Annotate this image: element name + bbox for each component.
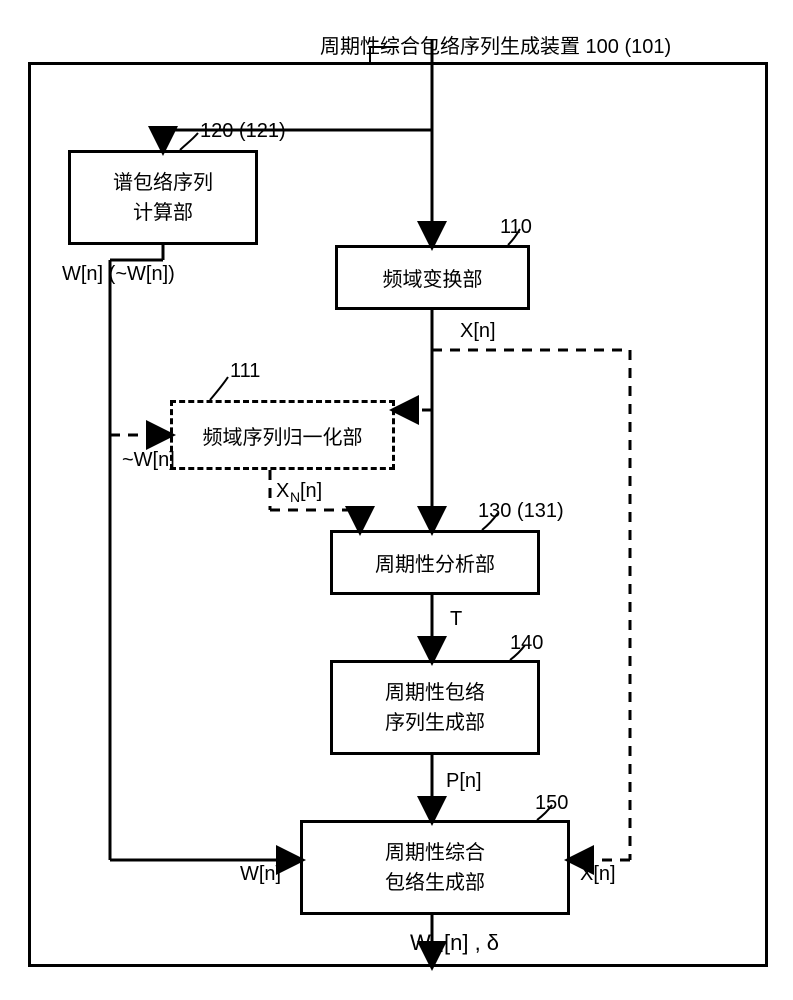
ref-140: 140 [510,632,543,655]
box-140-line1: 周期性包络 [385,678,485,708]
label-out-w: W [410,930,431,956]
box-150-periodic-composite-envelope-gen: 周期性综合 包络生成部 [300,820,570,915]
label-xn1: X[n] [460,320,496,343]
label-wn-to150: W[n] [240,863,281,886]
box-150-line2: 包络生成部 [385,868,485,898]
label-pn: P[n] [446,770,482,793]
diagram-title: 周期性综合包络序列生成装置 100 (101) [320,30,671,59]
box-130-line1: 周期性分析部 [375,548,495,577]
ref-130: 130 (131) [478,500,564,523]
box-140-line2: 序列生成部 [385,708,485,738]
box-120-line1: 谱包络序列 [113,168,213,198]
ref-111: 111 [230,360,260,383]
box-111-line1: 频域序列归一化部 [203,421,363,450]
box-130-periodicity-analysis: 周期性分析部 [330,530,540,595]
ref-110: 110 [500,216,532,239]
label-xnn-x: X [276,480,289,503]
label-t: T [450,608,462,631]
box-110-freq-domain-transform: 频域变换部 [335,245,530,310]
label-xnn-br: [n] [300,480,322,503]
box-120-spectral-envelope-calc: 谱包络序列 计算部 [68,150,258,245]
box-150-line1: 周期性综合 [385,838,485,868]
label-xnn-sub: N [290,489,300,505]
diagram-canvas: 周期性综合包络序列生成装置 100 (101) 谱包络序列 计算部 120 (1… [0,0,793,1000]
label-wn-tilde: ~W[n] [122,449,175,472]
box-140-periodic-envelope-gen: 周期性包络 序列生成部 [330,660,540,755]
ref-120: 120 (121) [200,120,286,143]
ref-150: 150 [535,792,568,815]
box-120-line2: 计算部 [113,198,213,228]
label-out-rest: [n] , δ [444,930,499,956]
label-wn-out: W[n] (~W[n]) [62,263,175,286]
label-xn-to150: X[n] [580,863,616,886]
label-out-sub: M [432,939,444,955]
box-111-freq-seq-normalize: 频域序列归一化部 [170,400,395,470]
box-110-line1: 频域变换部 [383,263,483,292]
